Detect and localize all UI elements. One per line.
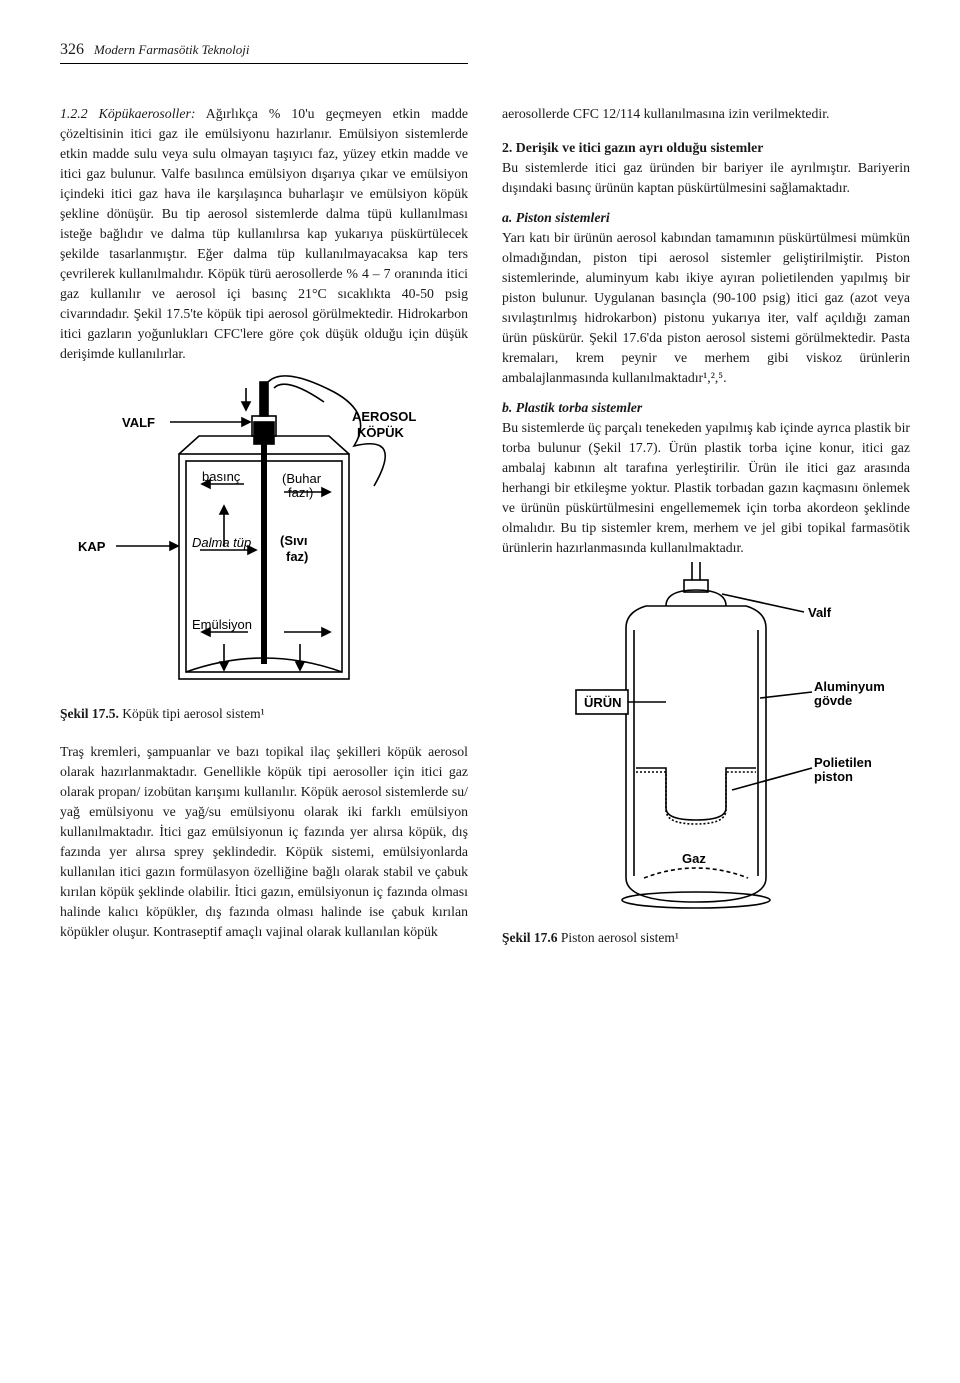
sub-b-para: Bu sistemlerde üç parçalı tenekeden yapı… xyxy=(502,418,910,558)
lbl-kopuk: KÖPÜK xyxy=(357,424,404,443)
left-para-1: 1.2.2 Köpükaerosoller: Ağırlıkça % 10'u … xyxy=(60,104,468,364)
lead-in: 1.2.2 Köpükaerosoller: xyxy=(60,106,195,121)
lbl176-gaz: Gaz xyxy=(682,850,706,869)
sub-a-para: Yarı katı bir ürünün aerosol kabından ta… xyxy=(502,228,910,388)
left-column: 1.2.2 Köpükaerosoller: Ağırlıkça % 10'u … xyxy=(60,104,468,948)
lbl-buhar2: fazı) xyxy=(288,484,313,503)
lbl176-pe2: piston xyxy=(814,768,853,787)
para1-text: Ağırlıkça % 10'u geçmeyen etkin madde çö… xyxy=(60,106,468,361)
sub-b-head: b. Plastik torba sistemler xyxy=(502,398,910,418)
section-2-head: 2. Derişik ve itici gazın ayrı olduğu si… xyxy=(502,138,910,158)
right-top-para: aerosollerde CFC 12/114 kullanılmasına i… xyxy=(502,104,910,124)
lbl176-urun: ÜRÜN xyxy=(584,694,622,713)
page-header: 326 Modern Farmasötik Teknoloji xyxy=(60,38,468,64)
lbl-valf: VALF xyxy=(122,414,155,433)
section-2-para: Bu sistemlerde itici gaz üründen bir bar… xyxy=(502,158,910,198)
lbl176-valf: Valf xyxy=(808,604,831,623)
lbl-emulsiyon: Emülsiyon xyxy=(192,616,252,635)
lbl-kap: KAP xyxy=(78,538,105,557)
fig176-svg xyxy=(516,558,896,918)
figure-17-6: Valf ÜRÜN Aluminyum gövde Polietilen pis… xyxy=(516,558,896,918)
lbl-sivi2: faz) xyxy=(286,548,308,567)
fig175-caption: Şekil 17.5. Köpük tipi aerosol sistem¹ xyxy=(60,704,468,724)
two-column-layout: 1.2.2 Köpükaerosoller: Ağırlıkça % 10'u … xyxy=(60,104,910,948)
sub-a-head: a. Piston sistemleri xyxy=(502,208,910,228)
figure-17-5: VALF AEROSOL KÖPÜK basınç (Buhar fazı) K… xyxy=(74,374,454,694)
right-column: aerosollerde CFC 12/114 kullanılmasına i… xyxy=(502,104,910,948)
lbl176-al2: gövde xyxy=(814,692,852,711)
lbl-dalma: Dalma tüp xyxy=(192,534,251,553)
left-para-2: Traş kremleri, şampuanlar ve bazı topika… xyxy=(60,742,468,942)
page-number: 326 xyxy=(60,38,84,61)
book-title: Modern Farmasötik Teknoloji xyxy=(94,41,250,60)
fig176-caption: Şekil 17.6 Piston aerosol sistem¹ xyxy=(502,928,910,948)
lbl-basinc: basınç xyxy=(202,468,240,487)
